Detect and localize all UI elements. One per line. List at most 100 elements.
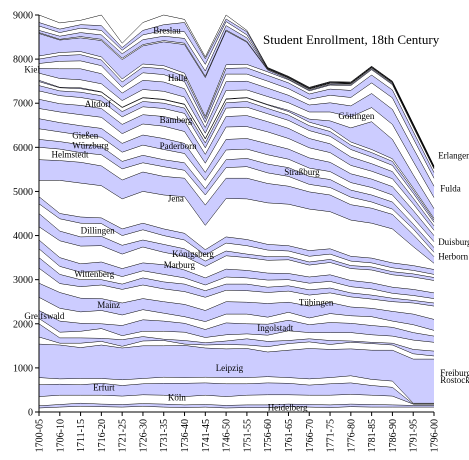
axes: 0 1000 2000 3000 4000 5000 6000 7000 8000 9000 170…	[13, 11, 441, 453]
boundary-line-36	[38, 54, 435, 173]
series-label: Breslau	[153, 25, 181, 35]
x-tick-label: 1706-10	[55, 419, 66, 452]
boundary-line-37	[38, 51, 435, 170]
boundary-line-40	[38, 25, 435, 168]
series-label: Königsberg	[172, 249, 214, 259]
series-label: Paderborn	[160, 141, 197, 151]
boundary-line-18	[38, 213, 435, 278]
boundary-line-35	[38, 60, 435, 179]
band-10	[39, 297, 434, 337]
series-label: Heidelberg	[268, 403, 308, 413]
series-label: Mainz	[97, 300, 120, 310]
series-label: Jena	[168, 194, 184, 204]
x-tick-label: 1771-75	[326, 419, 337, 452]
band-8	[39, 318, 434, 352]
series-label: Freiburg	[440, 368, 469, 378]
boundary-line-38	[38, 30, 435, 169]
boundary-lines	[38, 14, 435, 409]
band-9	[39, 310, 434, 343]
series-label: Halle	[168, 73, 188, 83]
band-5	[39, 344, 434, 404]
band-20	[39, 180, 434, 270]
boundary-line-2	[38, 402, 434, 407]
series-label: Erfurt	[93, 382, 115, 392]
boundary-line-16	[38, 239, 435, 294]
band-13	[39, 257, 434, 307]
x-tick-label: 1786-90	[388, 419, 399, 452]
y-tick-label: 0	[28, 408, 33, 419]
boundary-line-42	[38, 18, 435, 167]
x-tick-label: 1766-70	[305, 419, 316, 452]
boundary-line-14	[38, 257, 435, 304]
band-21	[39, 159, 434, 264]
band-26	[39, 108, 434, 236]
boundary-line-6	[38, 343, 434, 360]
boundary-line-5	[38, 375, 434, 404]
x-tick-label: 1756-60	[263, 419, 274, 452]
series-label: Greifswald	[24, 311, 64, 321]
series-label: Kiel	[24, 65, 40, 75]
y-tick-label: 4000	[13, 231, 33, 242]
boundary-line-39	[38, 29, 435, 168]
boundary-line-4	[38, 382, 434, 405]
band-16	[39, 226, 434, 293]
band-32	[39, 73, 434, 209]
boundary-line-21	[39, 180, 435, 264]
series-label: Gießen	[72, 130, 98, 140]
series-label: Fulda	[440, 183, 461, 193]
boundary-line-30	[38, 85, 435, 221]
boundary-line-41	[38, 21, 435, 167]
x-tick-label: 1721-25	[118, 419, 129, 452]
series-label: Tübingen	[299, 298, 334, 308]
boundary-line-25	[38, 128, 435, 242]
band-12	[39, 268, 434, 320]
x-tick-label: 1776-80	[346, 419, 357, 452]
band-0	[39, 406, 434, 412]
x-tick-label: 1796-00	[430, 419, 441, 452]
boundary-line-24	[38, 139, 435, 248]
x-tick-label: 1726-30	[138, 419, 149, 452]
boundary-line-8	[38, 323, 435, 352]
boundary-line-9	[38, 318, 435, 343]
boundary-line-15	[38, 248, 435, 299]
x-tick-label: 1791-95	[409, 419, 420, 452]
band-19	[39, 196, 434, 275]
boundary-line-11	[38, 297, 435, 331]
x-tick-label: 1731-35	[159, 419, 170, 452]
series-label: Rostock	[440, 375, 469, 385]
x-tick-label: 1741-45	[201, 419, 212, 452]
x-tick-label: 1736-40	[180, 419, 191, 452]
chart-title: Student Enrollment, 18th Century	[263, 32, 440, 47]
series-label: Bamberg	[160, 115, 193, 125]
enrollment-bands	[39, 15, 434, 412]
y-tick-label: 3000	[13, 275, 33, 286]
y-tick-label: 7000	[13, 99, 33, 110]
boundary-line-34	[38, 68, 435, 187]
y-tick-label: 9000	[13, 11, 33, 22]
series-label: Leipzig	[216, 363, 244, 373]
band-25	[39, 118, 434, 242]
boundary-line-33	[38, 72, 435, 198]
band-24	[39, 128, 434, 248]
series-label: Wittenberg	[74, 269, 114, 279]
x-tick-label: 1700-05	[35, 419, 46, 452]
band-14	[39, 248, 434, 303]
boundary-line-29	[38, 90, 435, 223]
band-28	[39, 90, 434, 226]
boundary-line-26	[38, 118, 435, 236]
x-tick-label: 1711-15	[76, 419, 87, 452]
y-tick-label: 8000	[13, 55, 33, 66]
band-22	[39, 147, 434, 257]
series-label: Marburg	[164, 260, 196, 270]
series-label: Duisburg	[438, 237, 469, 247]
series-label: Würzburg	[72, 141, 109, 151]
series-label: Köln	[168, 392, 187, 402]
series-label: Dillingen	[81, 225, 115, 235]
band-18	[39, 203, 434, 278]
boundary-line-27	[38, 108, 435, 231]
x-tick-label: 1716-20	[97, 419, 108, 452]
series-label: Helmstedt	[52, 149, 89, 159]
boundary-line-7	[38, 336, 435, 357]
